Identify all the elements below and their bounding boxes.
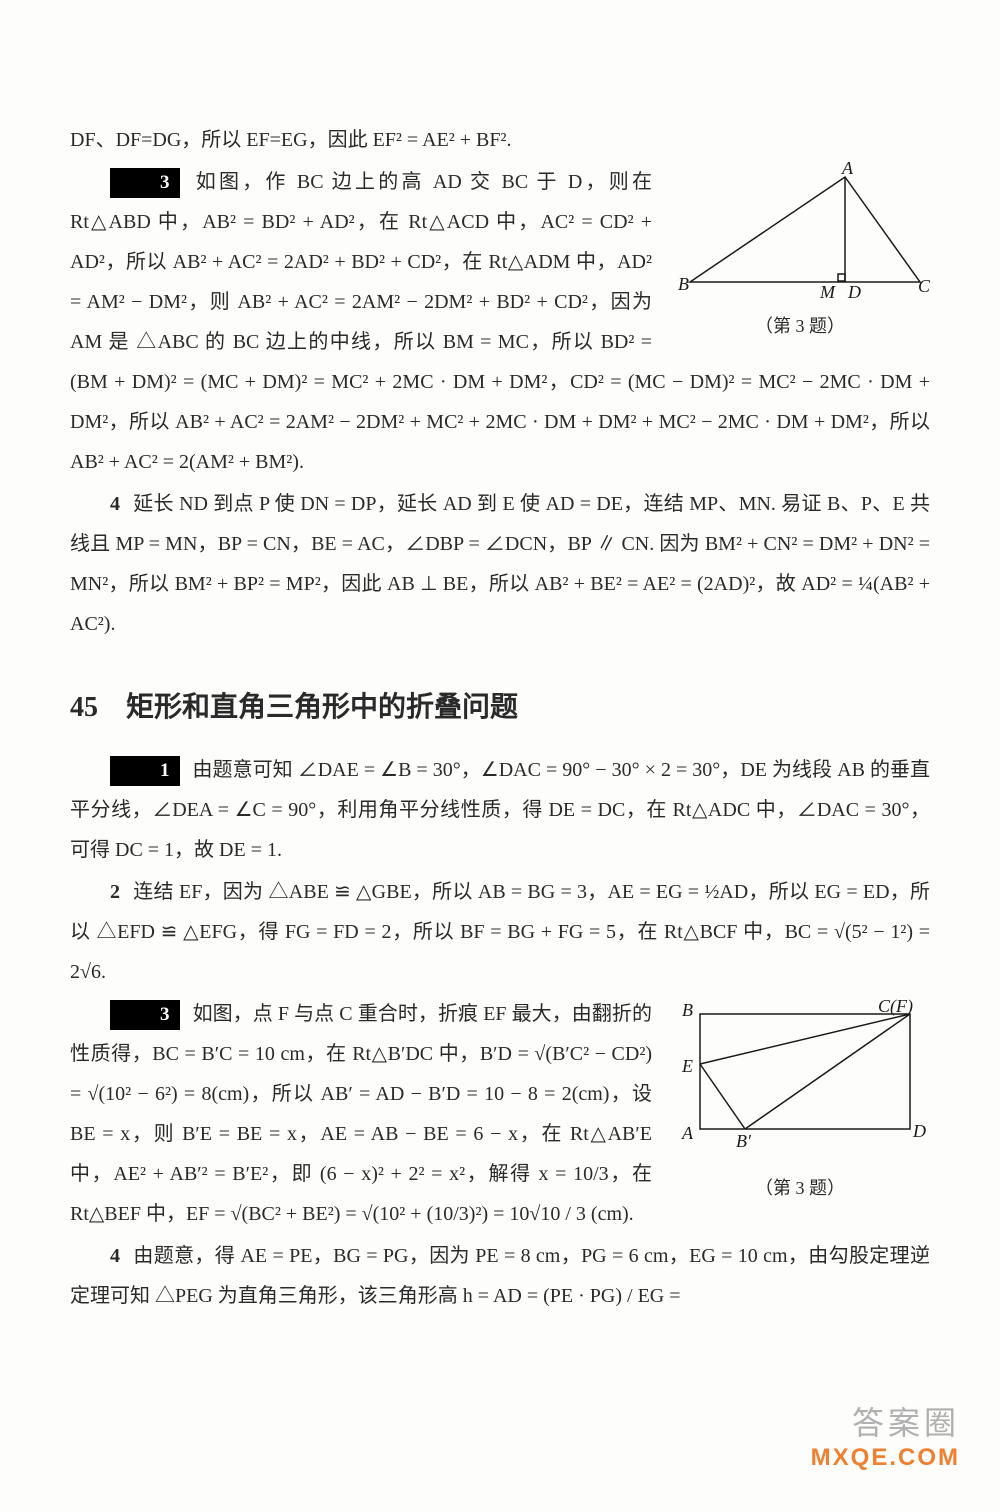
label-B2: B xyxy=(682,1000,693,1020)
figure-s45-problem3: A B C(F) D E B′ （第 3 题） xyxy=(670,994,930,1206)
section-45-title: 45 矩形和直角三角形中的折叠问题 xyxy=(70,680,930,736)
watermark-en: MXQE.COM xyxy=(811,1444,960,1472)
triangle-diagram: A B C M D xyxy=(670,162,930,302)
watermark: 答案圈 MXQE.COM xyxy=(811,1398,960,1472)
problem-4-num: 4 xyxy=(110,493,120,515)
line-1: DF、DF=DG，所以 EF=EG，因此 EF² = AE² + BF². xyxy=(70,120,930,160)
s45-p1-label: 1 xyxy=(110,756,180,786)
figure-problem3: A B C M D （第 3 题） xyxy=(670,162,930,344)
s45-p3-text: 如图，点 F 与点 C 重合时，折痕 EF 最大，由翻折的性质得，BC = B′… xyxy=(70,1003,652,1225)
label-A: A xyxy=(841,162,854,178)
s45-p1-text: 由题意可知 ∠DAE = ∠B = 30°，∠DAC = 90° − 30° ×… xyxy=(70,759,930,861)
label-C: C xyxy=(918,276,930,296)
s45-p3-label: 3 xyxy=(110,1000,180,1030)
label-D: D xyxy=(847,282,861,302)
label-Bp: B′ xyxy=(736,1131,752,1151)
label-M: M xyxy=(819,282,836,302)
s45-p2-num: 2 xyxy=(110,881,120,903)
s45-problem-4: 4 由题意，得 AE = PE，BG = PG，因为 PE = 8 cm，PG … xyxy=(70,1236,930,1316)
s45-problem-2: 2 连结 EF，因为 △ABE ≌ △GBE，所以 AB = BG = 3，AE… xyxy=(70,872,930,992)
watermark-cn: 答案圈 xyxy=(811,1398,960,1444)
page-content: DF、DF=DG，所以 EF=EG，因此 EF² = AE² + BF². A … xyxy=(70,120,930,1316)
label-B: B xyxy=(678,274,689,294)
s45-figure3-caption: （第 3 题） xyxy=(670,1170,930,1206)
label-D2: D xyxy=(912,1121,926,1141)
s45-problem-1: 1 由题意可知 ∠DAE = ∠B = 30°，∠DAC = 90° − 30°… xyxy=(70,750,930,870)
figure3-caption: （第 3 题） xyxy=(670,308,930,344)
label-E2: E xyxy=(681,1056,693,1076)
s45-p2-text: 连结 EF，因为 △ABE ≌ △GBE，所以 AB = BG = 3，AE =… xyxy=(70,881,930,983)
s45-p4-text: 由题意，得 AE = PE，BG = PG，因为 PE = 8 cm，PG = … xyxy=(70,1245,930,1307)
problem-4-text: 延长 ND 到点 P 使 DN = DP，延长 AD 到 E 使 AD = DE… xyxy=(70,493,930,635)
problem-4: 4 延长 ND 到点 P 使 DN = DP，延长 AD 到 E 使 AD = … xyxy=(70,484,930,644)
problem-3-label: 3 xyxy=(110,168,180,198)
rectangle-fold-diagram: A B C(F) D E B′ xyxy=(670,994,930,1164)
label-C2: C(F) xyxy=(878,996,913,1017)
s45-p4-num: 4 xyxy=(110,1245,120,1267)
label-A2: A xyxy=(681,1123,694,1143)
